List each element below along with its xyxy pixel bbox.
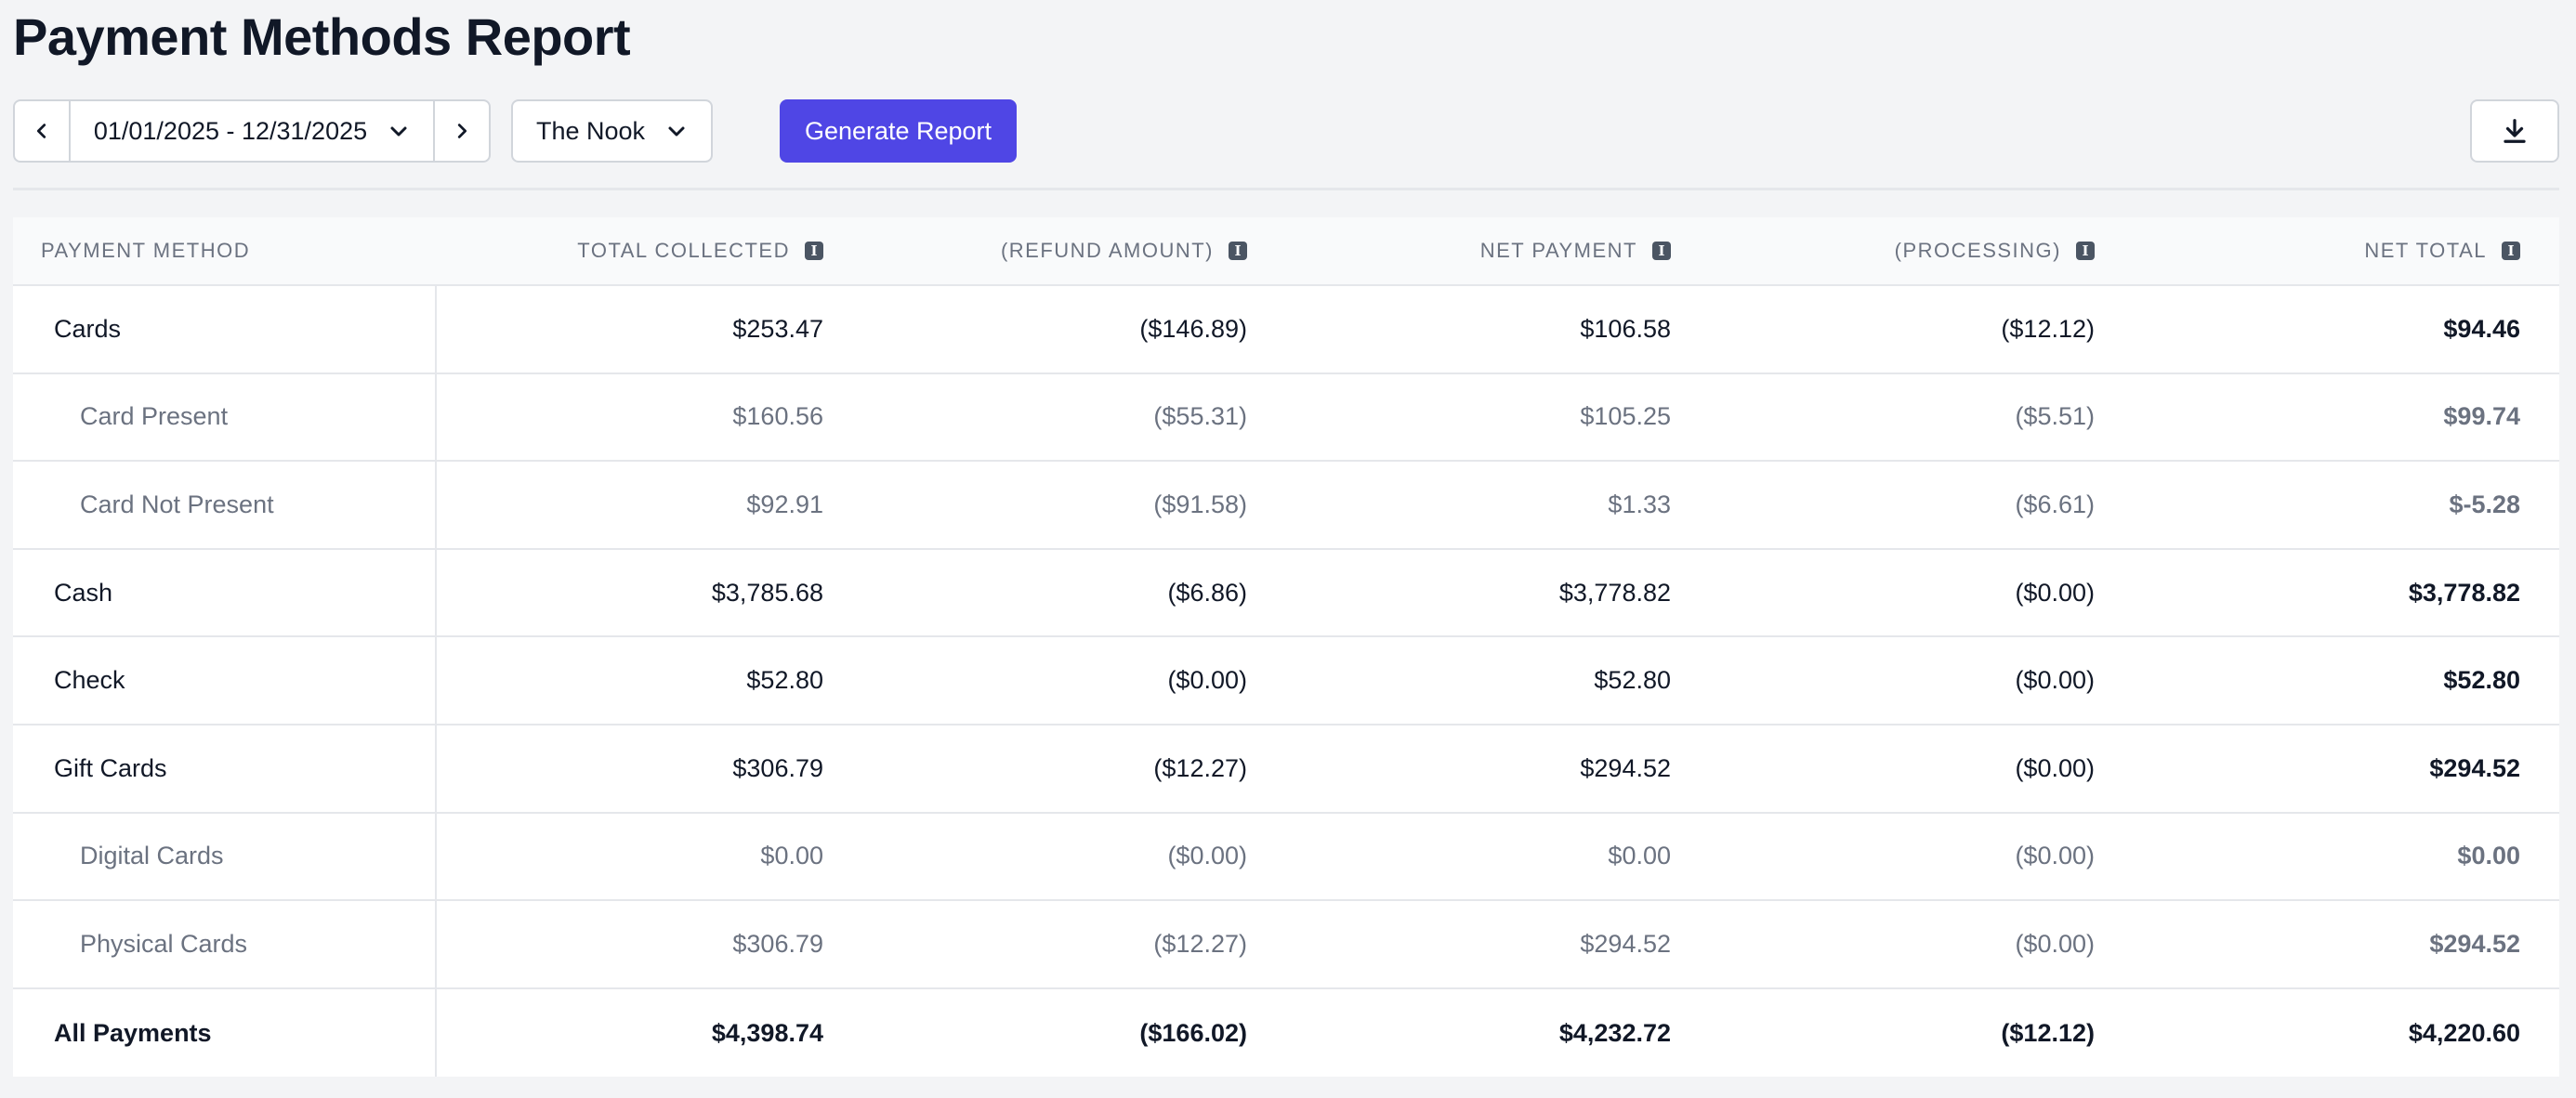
amount-cell: $4,232.72 xyxy=(1558,1018,1671,1047)
info-icon[interactable]: i xyxy=(2502,242,2520,260)
amount-cell: $4,220.60 xyxy=(2408,1018,2520,1047)
amount-cell: ($0.00) xyxy=(2015,842,2095,870)
amount-cell: $3,778.82 xyxy=(2408,578,2520,607)
generate-report-button[interactable]: Generate Report xyxy=(780,99,1017,163)
table-body: Cards $253.47 ($146.89) $106.58 ($12.12) $94.… xyxy=(13,286,2559,1078)
payment-method-name: Gift Cards xyxy=(13,725,437,812)
amount-cell: $1.33 xyxy=(1608,490,1671,518)
date-range-select[interactable]: 01/01/2025 - 12/31/2025 xyxy=(71,101,433,161)
download-button[interactable] xyxy=(2470,99,2559,163)
column-header-processing: (Processing) i xyxy=(1708,217,2132,284)
amount-cell: ($12.27) xyxy=(1153,929,1247,958)
payment-methods-table: Payment Method Total Collected i (Refund… xyxy=(13,217,2559,1078)
payment-method-name: Card Not Present xyxy=(13,462,437,548)
amount-cell: $0.00 xyxy=(1608,842,1671,870)
table-row: Physical Cards $306.79 ($12.27) $294.52 ($0.… xyxy=(13,901,2559,989)
column-header-net-payment: Net Payment i xyxy=(1284,217,1708,284)
chevron-right-icon xyxy=(457,124,467,138)
table-row: Cash $3,785.68 ($6.86) $3,778.82 ($0.00) $3,7… xyxy=(13,549,2559,638)
column-header-net-total: Net Total i xyxy=(2132,217,2559,284)
amount-cell: $294.52 xyxy=(2429,753,2520,782)
amount-cell: $99.74 xyxy=(2443,402,2520,431)
table-row: Card Not Present $92.91 ($91.58) $1.33 ($6.6… xyxy=(13,462,2559,550)
payment-method-name: Digital Cards xyxy=(13,813,437,900)
table-total-row: All Payments $4,398.74 ($166.02) $4,232.72 (… xyxy=(13,988,2559,1078)
amount-cell: ($6.86) xyxy=(1167,578,1247,607)
page-title: Payment Methods Report xyxy=(13,7,631,66)
amount-cell: ($0.00) xyxy=(2015,929,2095,958)
amount-cell: $105.25 xyxy=(1580,402,1671,431)
amount-cell: $306.79 xyxy=(732,753,823,782)
amount-cell: ($0.00) xyxy=(2015,753,2095,782)
table-row: Check $52.80 ($0.00) $52.80 ($0.00) $52.80 xyxy=(13,637,2559,725)
amount-cell: ($6.61) xyxy=(2015,490,2095,518)
amount-cell: ($0.00) xyxy=(1167,842,1247,870)
download-icon xyxy=(2504,119,2526,143)
toolbar-divider xyxy=(13,188,2559,190)
amount-cell: ($146.89) xyxy=(1139,314,1247,343)
location-select[interactable]: The Nook xyxy=(511,99,713,163)
amount-cell: $94.46 xyxy=(2443,314,2520,343)
payment-method-name: Cards xyxy=(13,286,437,373)
column-header-refund-amount: (Refund Amount) i xyxy=(861,217,1284,284)
table-row: Gift Cards $306.79 ($12.27) $294.52 ($0.00) $… xyxy=(13,725,2559,814)
table-row: Card Present $160.56 ($55.31) $105.25 ($5.51… xyxy=(13,373,2559,463)
amount-cell: ($0.00) xyxy=(2015,666,2095,695)
column-header-total-collected: Total Collected i xyxy=(437,217,861,284)
amount-cell: ($91.58) xyxy=(1153,490,1247,518)
table-row: Digital Cards $0.00 ($0.00) $0.00 ($0.00) $0.… xyxy=(13,813,2559,902)
amount-cell: ($0.00) xyxy=(1167,666,1247,695)
amount-cell: ($12.12) xyxy=(2001,314,2095,343)
amount-cell: $106.58 xyxy=(1580,314,1671,343)
payment-method-name: All Payments xyxy=(13,988,437,1078)
amount-cell: ($55.31) xyxy=(1153,402,1247,431)
amount-cell: $3,778.82 xyxy=(1558,578,1671,607)
amount-cell: $92.91 xyxy=(746,490,823,518)
report-toolbar: 01/01/2025 - 12/31/2025 The Nook Generat… xyxy=(13,99,2559,163)
amount-cell: $294.52 xyxy=(2429,929,2520,958)
location-value: The Nook xyxy=(535,116,646,145)
amount-cell: $52.80 xyxy=(1594,666,1671,695)
amount-cell: $0.00 xyxy=(2457,842,2520,870)
chevron-down-icon xyxy=(390,126,407,137)
amount-cell: $-5.28 xyxy=(2449,490,2520,518)
info-icon[interactable]: i xyxy=(1229,242,1247,260)
amount-cell: $294.52 xyxy=(1580,753,1671,782)
amount-cell: ($12.27) xyxy=(1153,753,1247,782)
amount-cell: ($0.00) xyxy=(2015,578,2095,607)
amount-cell: ($5.51) xyxy=(2015,402,2095,431)
amount-cell: ($166.02) xyxy=(1139,1018,1247,1047)
chevron-left-icon xyxy=(36,124,46,138)
amount-cell: $253.47 xyxy=(732,314,823,343)
amount-cell: $52.80 xyxy=(746,666,823,695)
amount-cell: $0.00 xyxy=(760,842,823,870)
amount-cell: $52.80 xyxy=(2443,666,2520,695)
amount-cell: $294.52 xyxy=(1580,929,1671,958)
payment-method-name: Physical Cards xyxy=(13,901,437,987)
payment-method-name: Cash xyxy=(13,549,437,636)
chevron-down-icon xyxy=(668,126,685,137)
payment-method-name: Card Present xyxy=(13,373,437,461)
date-range-picker: 01/01/2025 - 12/31/2025 xyxy=(13,99,491,163)
table-header: Payment Method Total Collected i (Refund… xyxy=(13,217,2559,286)
previous-period-button[interactable] xyxy=(15,101,71,161)
info-icon[interactable]: i xyxy=(1652,242,1671,260)
amount-cell: ($12.12) xyxy=(2001,1018,2095,1047)
payment-method-name: Check xyxy=(13,637,437,724)
amount-cell: $3,785.68 xyxy=(711,578,823,607)
info-icon[interactable]: i xyxy=(2076,242,2095,260)
amount-cell: $306.79 xyxy=(732,929,823,958)
amount-cell: $4,398.74 xyxy=(711,1018,823,1047)
table-row: Cards $253.47 ($146.89) $106.58 ($12.12) $94.… xyxy=(13,286,2559,374)
next-period-button[interactable] xyxy=(433,101,489,161)
amount-cell: $160.56 xyxy=(732,402,823,431)
column-header-payment-method: Payment Method xyxy=(41,239,251,262)
info-icon[interactable]: i xyxy=(805,242,823,260)
date-range-value: 01/01/2025 - 12/31/2025 xyxy=(93,116,368,145)
